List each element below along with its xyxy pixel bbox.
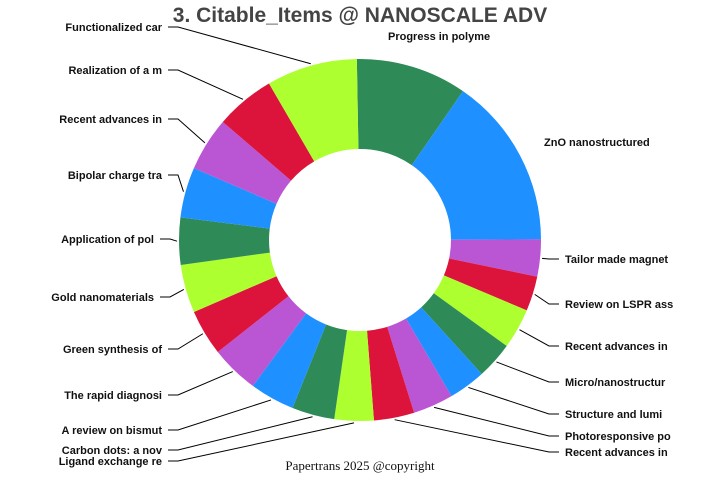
leader-line [160,238,178,242]
leader-line [542,257,559,260]
leader-line [394,419,559,453]
leader-line [519,329,559,347]
leader-line [168,118,206,144]
donut-slice [334,330,374,422]
slice-label: Realization of a m [68,65,162,77]
slice-label: Recent advances in [565,447,668,459]
slice-label: ZnO nanostructured [544,137,650,149]
leader-line [160,289,185,298]
donut-slice [433,275,527,346]
leader-line [168,26,311,65]
leader-lines [160,26,559,462]
donut-slice [268,59,359,162]
slice-label: Recent advances in [59,114,162,126]
slice-label: Photoresponsive po [565,431,671,443]
slice-label: Tailor made magnet [565,254,668,266]
leader-line [468,386,559,415]
leader-line [168,422,355,462]
slice-label: Recent advances in [565,341,668,353]
slice-label: The rapid diagnosi [64,390,162,402]
donut-slice [443,258,538,311]
copyright-footer: Papertrans 2025 @copyright [285,458,435,473]
donut-slice [356,59,463,166]
donut-slice [406,307,482,397]
leader-line [168,69,244,100]
donut-slice [178,217,270,265]
leader-line [168,174,184,192]
donut-slice [193,121,292,204]
slice-label: Gold nanomaterials [51,292,154,304]
slice-label: Bipolar charge tra [68,170,163,182]
donut-slices [178,59,542,422]
chart-title: 3. Citable_Items @ NANOSCALE ADV [172,4,548,27]
slice-label: Progress in polyme [388,31,490,43]
leader-line [168,416,313,451]
leader-line [496,361,559,383]
donut-slice [180,168,277,229]
donut-slice [180,252,277,312]
slice-label: Ligand exchange re [59,456,162,468]
leader-line [534,293,559,305]
donut-slice [449,239,542,277]
donut-slice [411,91,541,240]
leader-line [433,406,559,437]
slice-label: Carbon dots: a nov [62,445,163,457]
donut-slice [421,293,507,374]
slice-labels: Progress in polyme ZnO nanostructured Tail… [51,22,673,468]
donut-slice [193,276,289,352]
slice-label: Micro/nanostructur [565,377,666,389]
leader-line [168,333,204,350]
slice-label: Application of pol [61,234,154,246]
slice-label: Review on LSPR ass [565,299,673,311]
donut-slice [222,83,315,181]
leader-line [168,371,233,396]
donut-slice [292,324,348,420]
donut-slice [367,326,415,421]
slice-label: Green synthesis of [63,344,162,356]
slice-label: Functionalized car [65,22,162,34]
donut-slice [387,318,452,413]
slice-label: A review on bismut [62,425,163,437]
slice-label: Structure and lumi [565,409,662,421]
leader-line [168,399,272,431]
donut-slice [252,313,327,408]
donut-slice [217,296,307,386]
